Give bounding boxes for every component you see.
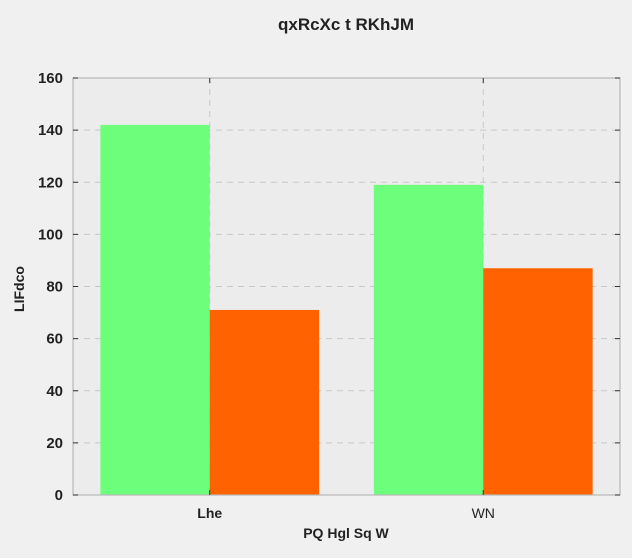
bar-s2-Lhe — [209, 309, 320, 495]
bar-s1-WN — [373, 184, 484, 495]
bar-s1-Lhe — [100, 124, 210, 495]
x-category-label: Lhe — [197, 505, 222, 521]
x-categories: Lhe WN — [197, 78, 495, 521]
y-tick-label: 40 — [46, 383, 63, 400]
y-axis-label: LIFdco — [11, 266, 27, 312]
y-ticks: 0 20 40 60 80 100 120 140 160 — [38, 70, 620, 504]
chart-title: qxRcXc t RKhJM — [278, 15, 414, 34]
y-tick-label: 140 — [38, 122, 63, 139]
y-tick-label: 60 — [46, 331, 63, 348]
y-tick-label: 80 — [46, 279, 63, 296]
bar-s2-WN — [483, 268, 593, 495]
y-tick-label: 100 — [38, 226, 63, 243]
y-tick-label: 160 — [38, 70, 63, 87]
y-tick-label: 120 — [38, 174, 63, 191]
bars — [100, 124, 593, 495]
y-tick-label: 0 — [55, 487, 63, 504]
y-tick-label: 20 — [46, 435, 63, 452]
x-category-label: WN — [472, 505, 495, 521]
x-axis-label: PQ Hgl Sq W — [303, 525, 389, 541]
